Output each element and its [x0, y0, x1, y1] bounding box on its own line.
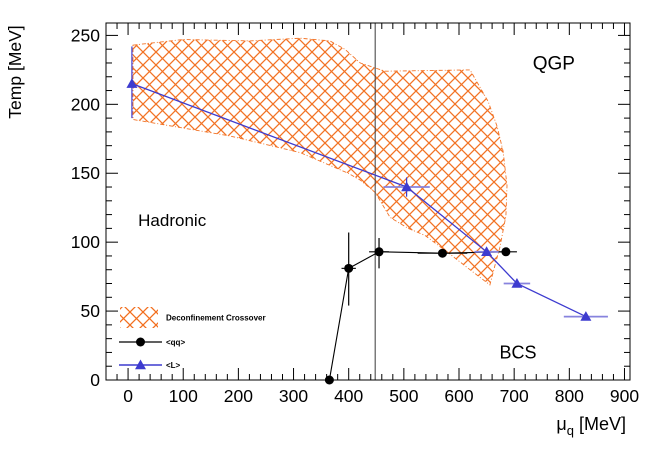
legend-l-marker	[135, 359, 146, 370]
x-axis-tick-label: 500	[389, 386, 418, 406]
region-label-qgp: QGP	[533, 54, 575, 75]
legend-hatch-swatch	[120, 307, 158, 328]
x-axis-tick-label: 0	[123, 386, 133, 406]
region-label-bcs: BCS	[500, 343, 537, 363]
x-axis-tick-label: 600	[444, 386, 473, 406]
x-axis-tick-label: 900	[610, 386, 639, 406]
x-axis-tick-label: 700	[500, 386, 529, 406]
qq-data-point	[501, 247, 511, 257]
region-label-hadronic: Hadronic	[138, 211, 207, 230]
y-axis-tick-label: 200	[71, 94, 100, 114]
qq-data-point	[324, 375, 334, 385]
series-l	[126, 46, 608, 321]
x-axis-tick-label: 400	[334, 386, 363, 406]
x-axis-tick-label: 200	[224, 386, 253, 406]
y-axis-tick-label: 150	[71, 163, 100, 183]
l-data-point	[126, 78, 138, 88]
series-qq	[324, 232, 517, 385]
l-data-point	[580, 311, 592, 321]
legend-label-l: <L>	[166, 361, 181, 370]
x-axis-tick-label: 100	[169, 386, 198, 406]
y-axis-tick-label: 50	[81, 301, 101, 321]
qq-data-point	[344, 263, 354, 273]
y-axis-title: Temp [MeV]	[5, 25, 25, 118]
x-axis-tick-label: 300	[279, 386, 308, 406]
legend-qq-marker	[136, 337, 145, 347]
l-data-point	[401, 181, 413, 192]
qq-data-point	[437, 248, 447, 258]
axis-ticks	[105, 23, 630, 381]
legend-label-crossover: Deconfinement Crossover	[166, 314, 266, 323]
legend-label-qq: <qq>	[166, 338, 185, 347]
legend: Deconfinement Crossover <qq> <L>	[119, 307, 266, 370]
plot-frame	[105, 22, 631, 381]
y-axis-tick-label: 250	[71, 25, 100, 45]
l-data-point	[511, 278, 523, 288]
x-axis-title: μq [MeV]	[556, 414, 626, 438]
y-axis-tick-label: 100	[71, 232, 100, 252]
y-axis-tick-label: 0	[90, 370, 100, 390]
l-data-point	[481, 246, 493, 257]
qq-data-point	[374, 247, 384, 257]
x-axis-tick-label: 800	[555, 386, 584, 406]
deconfinement-crossover-band	[132, 37, 508, 286]
